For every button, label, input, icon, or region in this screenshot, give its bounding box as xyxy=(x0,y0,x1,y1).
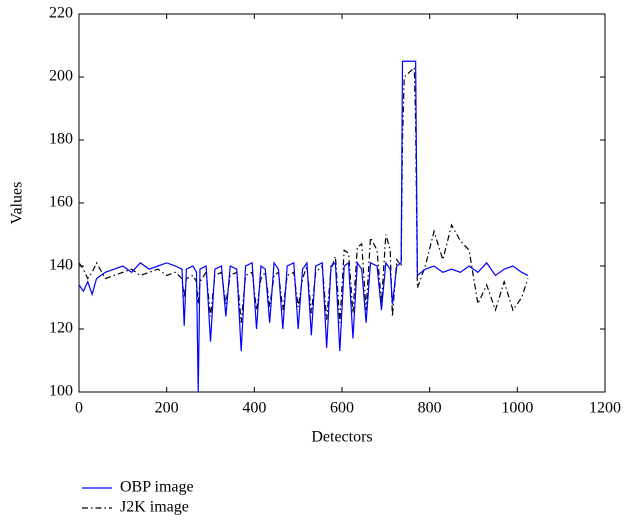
legend-label: J2K image xyxy=(120,499,189,516)
x-tick-label: 0 xyxy=(75,400,83,417)
y-tick-label: 180 xyxy=(49,131,73,148)
data-line xyxy=(78,60,529,393)
x-tick-label: 800 xyxy=(418,400,442,417)
y-tick-label: 160 xyxy=(49,194,73,211)
legend-label: OBP image xyxy=(120,479,194,496)
plot-frame xyxy=(78,13,606,393)
x-axis-label: Detectors xyxy=(311,429,372,446)
x-tick-label: 600 xyxy=(330,400,354,417)
y-tick-label: 100 xyxy=(49,383,73,400)
y-tick-label: 220 xyxy=(49,5,73,22)
x-tick-label: 400 xyxy=(242,400,266,417)
data-line xyxy=(78,66,529,323)
x-tick-label: 200 xyxy=(155,400,179,417)
x-tick-label: 1200 xyxy=(589,400,621,417)
y-axis-label: Values xyxy=(9,182,26,225)
x-tick-label: 1000 xyxy=(501,400,533,417)
y-tick-label: 120 xyxy=(49,320,73,337)
y-tick-label: 200 xyxy=(49,68,73,85)
y-tick-label: 140 xyxy=(49,257,73,274)
